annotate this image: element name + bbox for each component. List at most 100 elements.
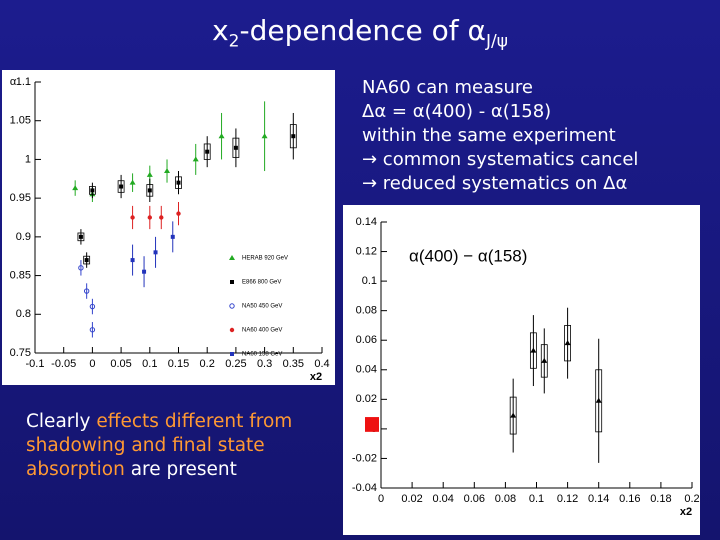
point [83, 288, 90, 294]
y-tick-label: 0.85 [10, 269, 31, 281]
x-tick-label: 0.15 [168, 358, 189, 370]
text-line: NA60 can measure [362, 77, 533, 98]
y-tick-label: 0.95 [10, 192, 31, 204]
syst-box [77, 232, 85, 242]
text-line: → reduced systematics on Δα [362, 173, 628, 194]
point [564, 340, 571, 346]
x-tick-label: 0.12 [557, 493, 578, 505]
syst-box [146, 184, 154, 197]
y-tick-label: -0.02 [352, 452, 377, 464]
point [142, 269, 147, 274]
syst-box [203, 143, 211, 160]
x-tick-label: 0.05 [110, 358, 131, 370]
slide-title: x2-dependence of αJ/ψ [0, 14, 720, 52]
point [170, 234, 175, 239]
point [89, 303, 96, 310]
x-tick-label: 0.25 [225, 358, 246, 370]
x-tick-label: 0.16 [619, 493, 640, 505]
text-segment: effects different from shadowing and fin… [26, 411, 293, 480]
y-tick-label: 0.8 [16, 308, 31, 320]
title-text: x [212, 14, 229, 47]
x-tick-label: 0.02 [401, 493, 422, 505]
syst-box [529, 332, 537, 369]
point [78, 234, 83, 239]
point [164, 168, 171, 174]
point [176, 180, 181, 185]
legend-label: NA50 450 GeV [242, 304, 282, 310]
syst-box [89, 186, 96, 195]
x-axis-label: x2 [310, 371, 322, 383]
syst-box [83, 255, 91, 265]
legend-marker [229, 327, 235, 333]
systematic-band [365, 417, 379, 432]
y-axis-label: α [10, 76, 17, 88]
y-tick-label: -0.04 [352, 482, 377, 494]
x-tick-label: 0.4 [314, 358, 329, 370]
x-tick-label: -0.05 [51, 358, 76, 370]
text-line: Δα = α(400) - α(158) [362, 101, 552, 122]
point [205, 149, 210, 154]
point [119, 184, 124, 189]
point [146, 171, 153, 177]
syst-box [232, 137, 240, 158]
point [530, 347, 537, 353]
syst-box [117, 180, 125, 193]
x-tick-label: 0.1 [529, 493, 544, 505]
y-tick-label: 0.04 [356, 364, 377, 376]
point [159, 215, 164, 220]
point [78, 265, 84, 271]
x-tick-label: -0.1 [26, 358, 45, 370]
syst-box [175, 176, 182, 189]
x-tick-label: 0 [89, 358, 95, 370]
y-tick-label: 1 [25, 153, 31, 165]
syst-box [289, 124, 297, 149]
x-tick-label: 0.2 [684, 493, 699, 505]
y-tick-label: 0.9 [16, 231, 31, 243]
plot-background [343, 205, 700, 535]
point [89, 327, 96, 333]
legend-marker [230, 280, 234, 284]
point [176, 211, 181, 216]
x-tick-label: 0.18 [650, 493, 671, 505]
text-segment: are present [124, 459, 237, 480]
y-tick-label: 0.14 [356, 216, 377, 228]
point [72, 185, 79, 191]
syst-box [509, 396, 517, 435]
point [90, 188, 95, 193]
legend-label: HERAB 920 GeV [242, 256, 288, 262]
point [261, 133, 268, 139]
x-tick-label: 0.14 [588, 493, 609, 505]
legend-label: NA60 400 GeV [242, 328, 282, 334]
y-tick-label: 0.1 [362, 275, 377, 287]
y-tick-label: 1.1 [16, 76, 31, 88]
syst-box [540, 344, 548, 378]
legend-label: NA60 158 GeV [242, 352, 282, 358]
title-text: -dependence of α [239, 14, 486, 47]
point [510, 412, 517, 418]
point [130, 258, 135, 263]
point [84, 258, 89, 263]
right-text: NA60 can measure Δα = α(400) - α(158) with… [362, 76, 638, 196]
annotation: α(400) − α(158) [409, 246, 527, 265]
x-tick-label: 0.35 [283, 358, 304, 370]
syst-box [595, 369, 603, 433]
point [541, 357, 548, 363]
x-tick-label: 0.2 [200, 358, 215, 370]
point [147, 215, 152, 220]
legend-marker [229, 303, 235, 309]
y-tick-label: 0.08 [356, 305, 377, 317]
text-line: within the same experiment [362, 125, 616, 146]
point [291, 134, 296, 139]
x-tick-label: 0.06 [464, 493, 485, 505]
x-tick-label: 0 [378, 493, 384, 505]
point [147, 188, 152, 193]
x-tick-label: 0.08 [495, 493, 516, 505]
legend-label: E866 800 GeV [242, 280, 281, 286]
point [130, 215, 135, 220]
x-tick-label: 0.04 [432, 493, 453, 505]
title-sub: J/ψ [485, 31, 508, 52]
point [218, 133, 225, 139]
x-axis-label: x2 [680, 506, 692, 518]
y-tick-label: 0.75 [10, 347, 31, 359]
